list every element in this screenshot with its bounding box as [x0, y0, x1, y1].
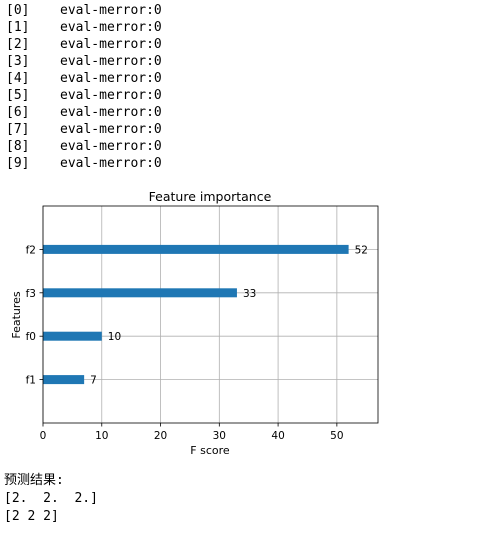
log-line: [4] eval-merror:0: [6, 70, 162, 87]
log-text: eval-merror:0: [60, 105, 162, 120]
plot-frame: [42, 205, 379, 424]
log-index: [6]: [6, 105, 30, 120]
log-index: [0]: [6, 3, 30, 18]
chart-grid: [42, 206, 378, 423]
log-index: [8]: [6, 139, 30, 154]
y-tick-label: f3: [26, 288, 36, 300]
log-line: [9] eval-merror:0: [6, 155, 162, 172]
bar-f1: [43, 375, 85, 385]
log-line: [1] eval-merror:0: [6, 19, 162, 36]
y-tick-label: f1: [26, 375, 36, 387]
log-line: [8] eval-merror:0: [6, 138, 162, 155]
x-tick-label: 20: [154, 430, 167, 442]
y-axis-label: Features: [10, 291, 23, 339]
log-text: eval-merror:0: [60, 139, 162, 154]
log-index: [9]: [6, 156, 30, 171]
x-tick-label: 50: [330, 430, 343, 442]
x-axis-ticks: 0 10 20 30 40 50: [40, 423, 344, 442]
y-tick-label: f0: [26, 331, 36, 343]
y-tick-label: f2: [26, 244, 36, 256]
log-text: eval-merror:0: [60, 20, 162, 35]
bar-f3: [43, 288, 237, 298]
bar-value-label: 7: [90, 375, 97, 387]
log-line: [5] eval-merror:0: [6, 87, 162, 104]
bar-value-label: 10: [108, 331, 121, 343]
chart-bars: 52 33 10 7: [43, 244, 368, 387]
log-text: eval-merror:0: [60, 88, 162, 103]
log-text: eval-merror:0: [60, 54, 162, 69]
log-line: [7] eval-merror:0: [6, 121, 162, 138]
x-tick-label: 40: [271, 430, 284, 442]
x-tick-label: 30: [213, 430, 226, 442]
log-index: [7]: [6, 122, 30, 137]
log-text: eval-merror:0: [60, 37, 162, 52]
training-log: [0] eval-merror:0 [1] eval-merror:0 [2] eval-…: [6, 2, 162, 172]
log-line: [6] eval-merror:0: [6, 104, 162, 121]
x-tick-label: 10: [95, 430, 108, 442]
prediction-output: 预测结果: [2. 2. 2.] [2 2 2]: [4, 472, 98, 526]
log-index: [3]: [6, 54, 30, 69]
y-axis-ticks: f2 f3 f0 f1: [26, 244, 43, 387]
chart-title: Feature importance: [149, 189, 272, 204]
prediction-line-2: [2 2 2]: [4, 509, 59, 524]
x-axis-label: F score: [190, 444, 230, 457]
bar-f0: [43, 331, 102, 341]
log-index: [1]: [6, 20, 30, 35]
log-line: [0] eval-merror:0: [6, 2, 162, 19]
feature-importance-chart: Feature importance 52 33 10 7 0 10 20 30 40 50 f…: [10, 189, 379, 457]
log-text: eval-merror:0: [60, 71, 162, 86]
log-line: [2] eval-merror:0: [6, 36, 162, 53]
log-line: [3] eval-merror:0: [6, 53, 162, 70]
bar-value-label: 33: [243, 288, 256, 300]
log-text: eval-merror:0: [60, 3, 162, 18]
prediction-label: 预测结果:: [4, 473, 64, 488]
log-text: eval-merror:0: [60, 156, 162, 171]
log-text: eval-merror:0: [60, 122, 162, 137]
log-index: [5]: [6, 88, 30, 103]
log-index: [2]: [6, 37, 30, 52]
bar-f2: [43, 244, 349, 254]
x-tick-label: 0: [40, 430, 47, 442]
bar-value-label: 52: [355, 244, 368, 256]
prediction-line-1: [2. 2. 2.]: [4, 491, 98, 506]
log-index: [4]: [6, 71, 30, 86]
